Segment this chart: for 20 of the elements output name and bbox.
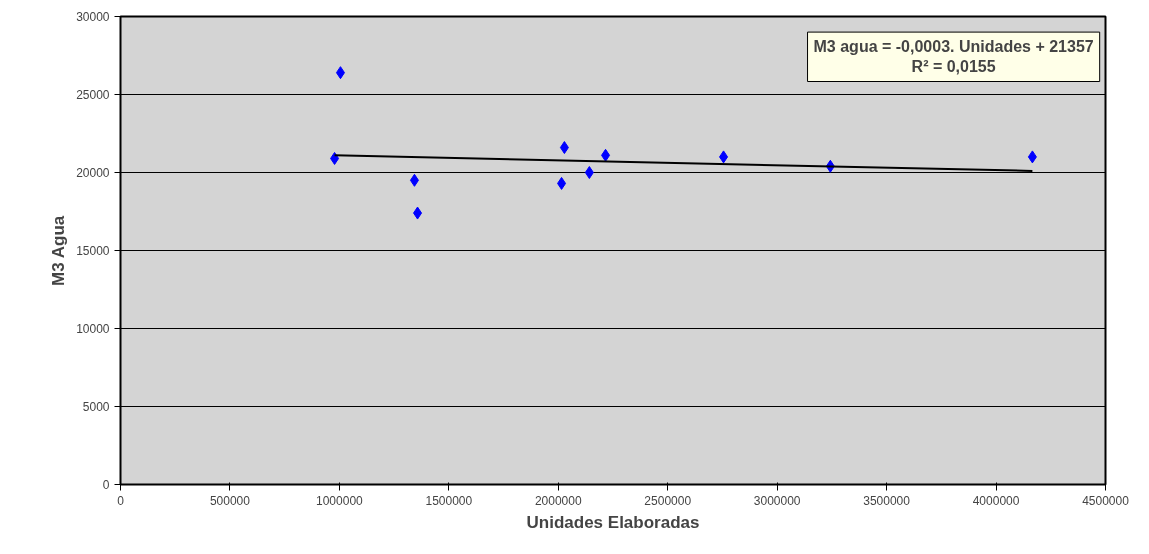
x-tick-label: 2500000 (644, 493, 692, 508)
x-tick-label: 500000 (209, 493, 251, 508)
x-tick-label: 0 (117, 493, 125, 508)
x-tick-label: 4000000 (972, 493, 1020, 508)
x-tick-label: 3000000 (753, 493, 801, 508)
y-tick-label: 0 (102, 478, 110, 492)
x-tick-label: 1000000 (316, 493, 364, 508)
y-tick-label: 20000 (76, 166, 110, 180)
y-tick-label: 30000 (76, 10, 110, 24)
x-tick-label: 2000000 (534, 493, 582, 508)
annotation: M3 agua = -0,0003. Unidades + 21357 R² = 0,0155 (813, 38, 1094, 76)
y-tick-label: 15000 (76, 244, 110, 258)
y-axis-title: M3 Agua (49, 215, 69, 286)
y-tick-label: 25000 (76, 88, 110, 102)
x-tick-label: 1500000 (425, 493, 473, 508)
x-tick-label: 4500000 (1082, 493, 1130, 508)
x-tick-label: 3500000 (863, 493, 911, 508)
y-tick-label: 5000 (82, 400, 110, 414)
y-tick-label: 10000 (76, 322, 110, 336)
x-axis-title: Unidades Elaboradas (526, 512, 700, 532)
